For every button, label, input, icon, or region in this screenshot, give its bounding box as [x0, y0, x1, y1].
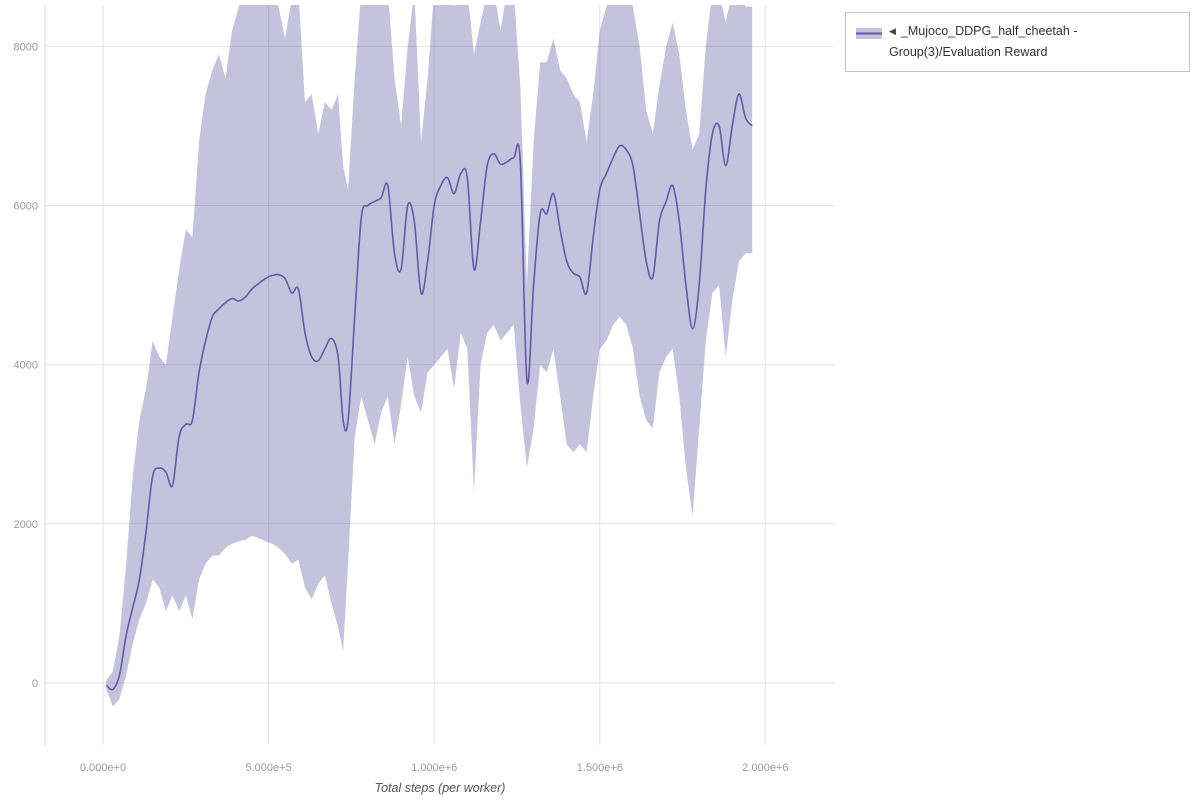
x-tick-labels: 0.000e+0 5.000e+5 1.000e+6 1.500e+6 2.000e+6	[80, 762, 789, 774]
legend-swatch-icon	[856, 26, 882, 47]
x-tick-label: 2.000e+6	[742, 762, 788, 774]
gridlines	[45, 5, 835, 745]
mean-line	[105, 93, 753, 691]
legend-collapse-icon[interactable]: ◀	[889, 26, 896, 36]
y-tick-label: 0	[32, 678, 38, 690]
y-tick-label: 2000	[14, 519, 38, 531]
x-axis-title: Total steps (per worker)	[374, 781, 506, 795]
reward-chart-plot[interactable]: 0 2000 4000 6000 8000 0.000e+0 5.000e+5 1.000e+…	[0, 0, 840, 800]
x-tick-label: 5.000e+5	[246, 762, 292, 774]
x-tick-label: 0.000e+0	[80, 762, 126, 774]
x-tick-label: 1.000e+6	[411, 762, 457, 774]
y-tick-labels: 0 2000 4000 6000 8000	[14, 41, 38, 690]
confidence-band	[106, 5, 753, 707]
legend-entry: ◀ _Mujoco_DDPG_half_cheetah - Group(3)/Ev…	[889, 21, 1179, 63]
legend-series-label: _Mujoco_DDPG_half_cheetah - Group(3)/Eva…	[889, 24, 1078, 59]
x-tick-label: 1.500e+6	[577, 762, 623, 774]
legend-swatch-svg	[856, 28, 882, 39]
y-tick-label: 6000	[14, 201, 38, 213]
legend[interactable]: ◀ _Mujoco_DDPG_half_cheetah - Group(3)/Ev…	[845, 12, 1190, 72]
y-tick-label: 8000	[14, 41, 38, 53]
y-tick-label: 4000	[14, 360, 38, 372]
